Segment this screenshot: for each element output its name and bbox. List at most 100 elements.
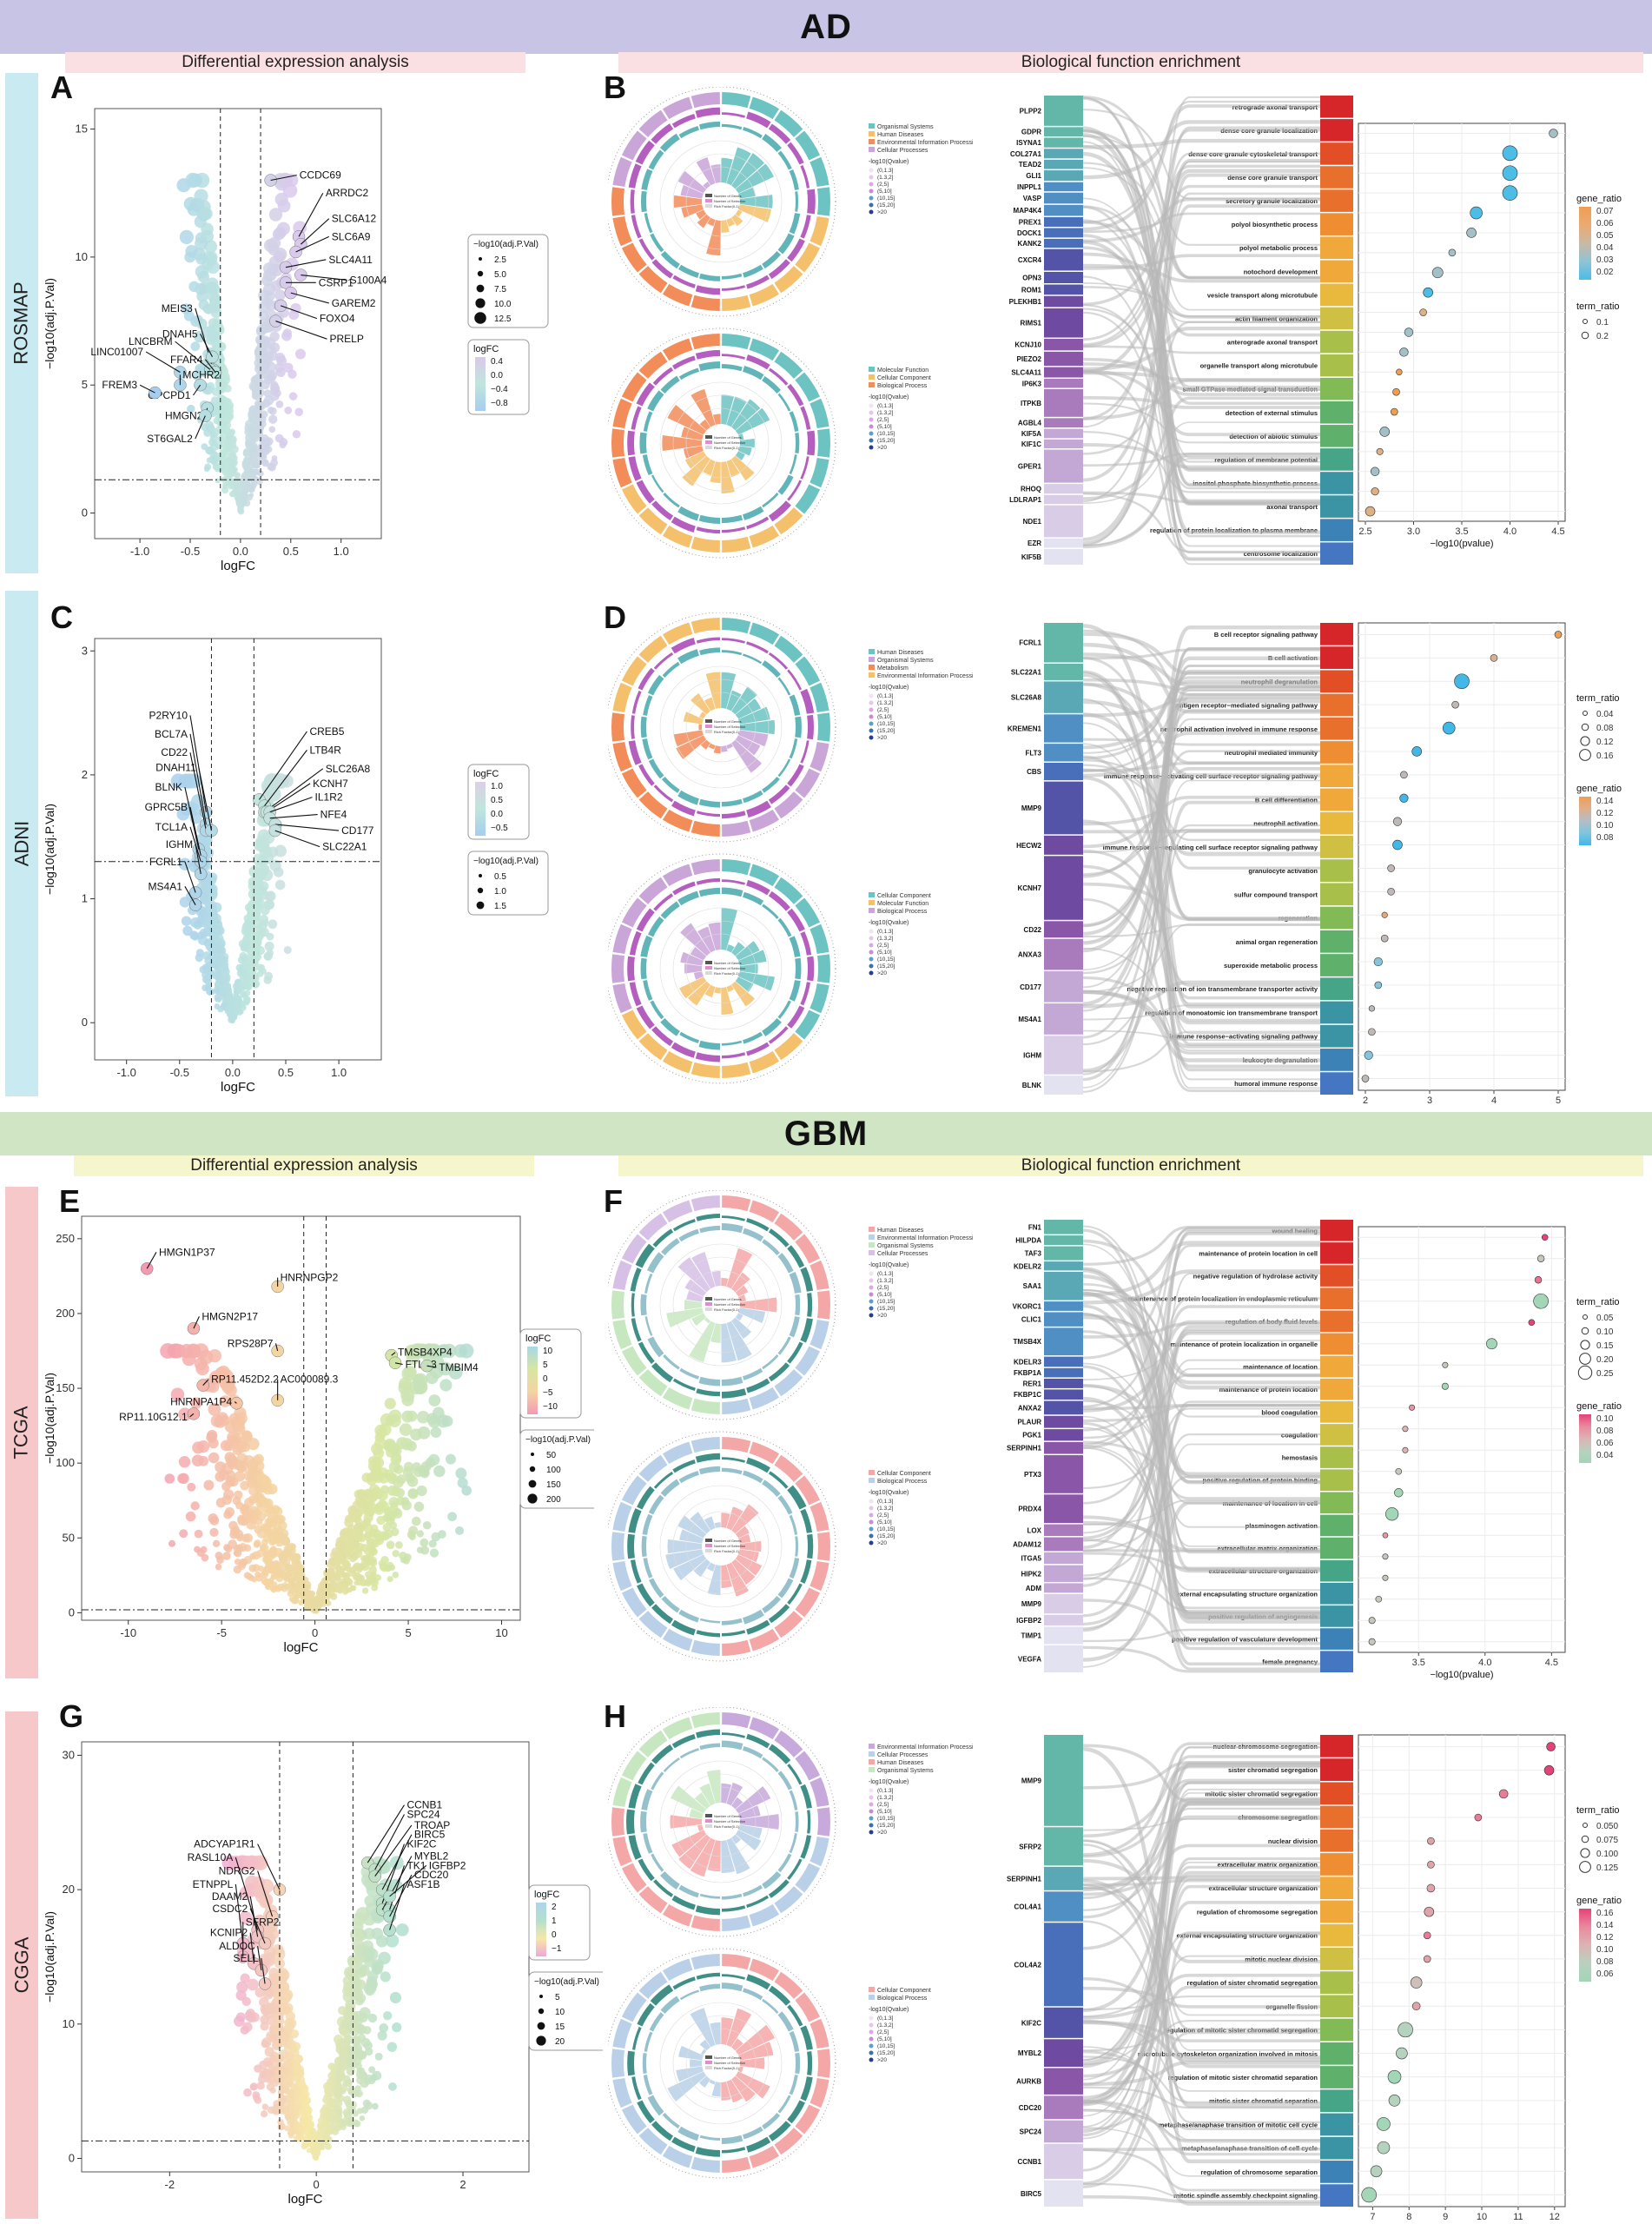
data-point [222, 972, 229, 979]
qvalue-bar [699, 1618, 721, 1624]
data-point [256, 1549, 265, 1558]
data-point [392, 2022, 402, 2033]
go-legend-label: Molecular Function [877, 901, 928, 907]
gene-node-label: CD22 [1024, 926, 1042, 934]
qvalue-legend-label: (2,5] [877, 707, 889, 713]
data-point [196, 931, 205, 940]
rich-factor-bar [739, 1814, 779, 1830]
gene-node-label: HECW2 [1016, 842, 1041, 850]
enrichment-dot [1394, 1488, 1404, 1498]
qvalue-bar [651, 1771, 664, 1790]
tick-ring [608, 612, 836, 843]
rich-factor-bar [738, 187, 757, 199]
gene-count-bar [637, 2002, 655, 2027]
gene-node [1044, 238, 1083, 248]
rich-factor-bar [712, 414, 721, 425]
size-legend-label: 5.0 [494, 270, 506, 280]
category-segment [662, 622, 693, 645]
label-leader [264, 768, 324, 813]
ad-right-header: Biological function enrichment [618, 52, 1643, 73]
data-point [457, 1477, 468, 1488]
center-legend-label: Number of Genes [714, 435, 742, 440]
size-legend-label: 15 [555, 2022, 565, 2032]
labeled-point [188, 886, 202, 899]
category-segment [749, 283, 780, 307]
term-node-label: actin filament organization [1235, 314, 1318, 322]
data-point [373, 1447, 385, 1460]
category-segment [774, 791, 803, 819]
data-point [401, 1500, 412, 1511]
term-node [1320, 1072, 1353, 1095]
panel-letter-c: C [50, 599, 73, 635]
data-point [316, 1587, 325, 1596]
label-leader [235, 1883, 244, 1944]
qvalue-legend-dot [869, 1313, 874, 1318]
data-point [226, 1478, 235, 1487]
enrichment-dot [1371, 487, 1379, 496]
data-point [209, 295, 221, 308]
x-tick-label: -1.0 [116, 1066, 135, 1079]
gene-label: P2RY10 [149, 709, 188, 721]
rich-factor-bar [735, 976, 754, 992]
qvalue-legend-title: -log10(Qvalue) [869, 159, 909, 165]
gene-count-bar [671, 1042, 696, 1058]
sankey-link [1082, 275, 1320, 547]
data-point [245, 442, 253, 450]
rich-factor-bar [721, 1783, 732, 1804]
sankey-link [1082, 1313, 1320, 1614]
gene-count-bar [638, 1341, 655, 1365]
gene-node-label: CLIC1 [1021, 1316, 1042, 1324]
qvalue-legend-label: (1.3,2] [877, 410, 894, 416]
data-point [235, 987, 242, 994]
qvalue-legend-label: (2,5] [877, 943, 889, 949]
term-node [1320, 1355, 1353, 1378]
gene-count-bar [671, 1733, 696, 1749]
category-segment [662, 338, 693, 361]
qvalue-legend-label: (10,15] [877, 721, 895, 727]
category-segment [722, 1398, 751, 1414]
data-point [242, 449, 250, 457]
qvalue-legend-dot [869, 168, 874, 173]
center-legend-label: Number of Selection [714, 440, 745, 445]
gene-node-label: MMP9 [1021, 1600, 1042, 1608]
center-legend-label: Number of Genes [714, 1539, 742, 1543]
data-point [240, 1518, 248, 1526]
data-point [282, 1549, 292, 1559]
qvalue-bar [644, 213, 653, 234]
gene-count-bar [722, 1457, 745, 1463]
data-point [243, 1544, 252, 1552]
term-node [1320, 166, 1353, 189]
qvalue-bar [762, 1998, 779, 2015]
qvalue-legend-title: -log10(Qvalue) [869, 2007, 909, 2013]
go-legend-label: Molecular Function [877, 367, 928, 374]
qvalue-legend-dot [869, 1533, 874, 1539]
go-legend-label: Cellular Component [877, 375, 931, 381]
data-point [202, 881, 213, 892]
gene-count-bar [787, 480, 803, 501]
data-point [320, 1597, 326, 1604]
data-point [370, 2074, 378, 2082]
term-node-label: anterograde axonal transport [1227, 339, 1318, 347]
category-segment [722, 820, 751, 837]
gene-count-bar [800, 2076, 813, 2102]
qvalue-bar [743, 1884, 763, 1897]
enrichment-dot [1392, 387, 1400, 396]
data-point [343, 1546, 353, 1555]
qvalue-bar [777, 2011, 794, 2032]
data-point [248, 1564, 257, 1572]
term-node-label: superoxide metabolic process [1224, 962, 1318, 970]
category-segment [621, 372, 647, 402]
gene-node-label: CBS [1027, 768, 1042, 776]
gene-node [1044, 1923, 1083, 2007]
data-point [257, 2075, 267, 2084]
qvalue-bar [699, 1893, 721, 1899]
category-segment [774, 1611, 803, 1638]
category-segment [749, 1387, 780, 1410]
term-node [1320, 1024, 1353, 1048]
category-segment [795, 2104, 821, 2135]
sankey-link [1082, 1359, 1320, 1534]
gene-node-label: LOX [1028, 1526, 1042, 1534]
sankey-link [1082, 1645, 1320, 1673]
gene-label: SPC24 [406, 1809, 439, 1821]
enrichment-dot [1448, 248, 1457, 257]
